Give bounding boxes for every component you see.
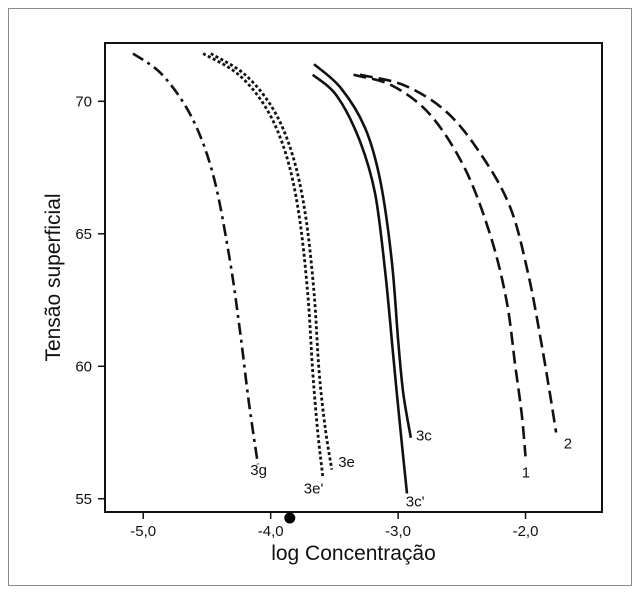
x-tick-label: -4,0: [258, 523, 284, 540]
y-tick-label: 70: [75, 93, 92, 110]
series-line-3cp: [311, 73, 409, 494]
x-tick-label: -2,0: [513, 523, 539, 540]
y-tick-label: 60: [75, 358, 92, 375]
series-line-3c: [313, 63, 413, 439]
series-label-3c: 3c: [416, 427, 432, 444]
x-tick-label: -3,0: [385, 523, 411, 540]
y-axis-title: Tensão superficial: [42, 193, 65, 361]
series-line-3g: [132, 52, 260, 465]
plot-area: -5,0 -4,0 -3,0 -2,0 55 60 65 70 log Concentração…: [42, 42, 603, 565]
x-tick-label: -5,0: [130, 523, 156, 540]
plot-border: [104, 42, 603, 513]
series-label-3ep: 3e': [304, 480, 324, 497]
series-label-1: 1: [522, 465, 530, 482]
series-line-3ep: [202, 52, 325, 478]
series-label-3e: 3e: [338, 454, 355, 471]
figure-frame: [8, 8, 632, 586]
series-label-3g: 3g: [250, 462, 267, 479]
y-tick-label: 55: [75, 491, 92, 508]
series-line-3e: [210, 52, 334, 470]
series-label-2: 2: [564, 435, 572, 452]
series-line-2: [359, 73, 558, 433]
series-line-1: [353, 73, 527, 457]
axis-marker-dot: [284, 512, 296, 524]
x-axis-title: log Concentração: [271, 542, 436, 565]
series-label-3cp: 3c': [406, 494, 425, 511]
y-tick-label: 65: [75, 226, 92, 243]
